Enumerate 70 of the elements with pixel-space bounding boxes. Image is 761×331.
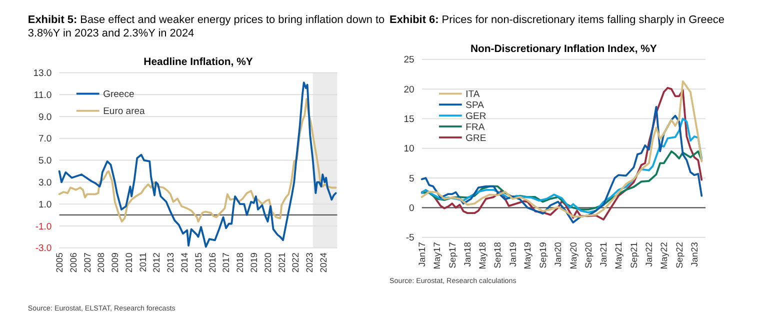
y-tick-label: -1.0 <box>35 221 52 232</box>
legend-label: GRE <box>466 132 486 144</box>
y-tick-label: -5 <box>406 232 414 244</box>
y-tick-label: 13.0 <box>33 68 52 80</box>
x-tick-label: 2019 <box>249 252 259 273</box>
x-tick-label: 2018 <box>235 252 246 273</box>
legend-label: GER <box>466 110 486 122</box>
x-tick-label: Sep19 <box>538 242 548 268</box>
x-tick-label: 2024 <box>318 252 328 273</box>
x-tick-label: 2006 <box>68 252 78 273</box>
x-tick-label: 2023 <box>304 252 315 273</box>
x-tick-label: May19 <box>522 242 533 270</box>
x-tick-label: 2011 <box>138 252 148 272</box>
y-tick-label: 3.0 <box>38 177 52 188</box>
x-tick-label: May22 <box>659 242 670 270</box>
line-series <box>420 150 703 210</box>
x-tick-label: Sep18 <box>492 242 503 268</box>
y-tick-label: 5 <box>408 173 414 184</box>
y-tick-label: 7.0 <box>38 134 52 145</box>
line-series <box>420 118 703 214</box>
x-tick-label: Jan22 <box>644 242 654 267</box>
x-tick-label: May18 <box>477 242 488 270</box>
x-tick-label: 2017 <box>221 252 232 273</box>
x-tick-label: Jan20 <box>553 242 564 267</box>
y-tick-label: 11.0 <box>34 90 52 101</box>
legend-label: SPA <box>466 100 485 111</box>
legend-label: FRA <box>466 122 486 133</box>
x-tick-label: 2013 <box>166 252 176 273</box>
x-tick-label: Sep21 <box>628 242 639 268</box>
x-tick-label: May20 <box>568 242 578 270</box>
x-tick-label: 2020 <box>262 252 273 273</box>
x-tick-label: Jan18 <box>462 242 472 267</box>
chart-title: Exhibit 5: Base effect and weaker energy prices to bring inflation down to 3.8%Y in 2023 and 2.3%Y in 2024 <box>28 14 385 40</box>
chart-subtitle: Headline Inflation, %Y <box>144 57 253 68</box>
legend-label: Euro area <box>103 106 146 118</box>
x-tick-label: May17 <box>432 242 442 270</box>
y-tick-label: 0 <box>408 203 414 214</box>
x-tick-label: 2015 <box>193 252 204 273</box>
x-tick-label: May21 <box>614 242 624 270</box>
x-tick-label: Sep17 <box>447 242 458 268</box>
y-tick-label: 1.0 <box>38 199 52 210</box>
x-tick-label: Jan21 <box>598 242 609 267</box>
y-tick-label: 5.0 <box>38 156 52 167</box>
x-tick-label: 2014 <box>180 252 190 273</box>
x-tick-label: 2022 <box>290 252 301 273</box>
legend-label: ITA <box>466 88 480 100</box>
x-tick-label: 2012 <box>152 252 162 273</box>
x-tick-label: Sep22 <box>674 242 684 268</box>
y-tick-label: 9.0 <box>38 112 52 123</box>
y-tick-label: 10 <box>404 144 414 155</box>
x-tick-label: 2010 <box>124 252 134 273</box>
line-series <box>58 82 337 248</box>
y-tick-label: 15 <box>404 114 414 126</box>
chart-title: Exhibit 6: Prices for non-discretionary items falling sharply in Greece <box>390 14 724 26</box>
x-tick-label: 2021 <box>276 252 287 273</box>
x-tick-label: Jan17 <box>417 242 428 267</box>
x-tick-label: 2016 <box>207 252 218 273</box>
x-tick-label: Jan23 <box>689 242 700 267</box>
x-tick-label: Sep20 <box>584 242 594 268</box>
x-tick-label: 2009 <box>110 252 120 273</box>
x-tick-label: 2005 <box>54 252 64 273</box>
x-tick-label: 2007 <box>82 252 92 273</box>
chart-subtitle: Non-Discretionary Inflation Index, %Y <box>470 44 657 55</box>
x-tick-label: 2008 <box>96 252 106 273</box>
legend-label: Greece <box>103 88 134 100</box>
x-tick-label: Jan19 <box>508 242 518 267</box>
y-tick-label: 25 <box>404 54 414 66</box>
y-tick-label: -3.0 <box>35 243 52 254</box>
y-tick-label: 20 <box>404 84 414 96</box>
line-series <box>58 98 337 223</box>
